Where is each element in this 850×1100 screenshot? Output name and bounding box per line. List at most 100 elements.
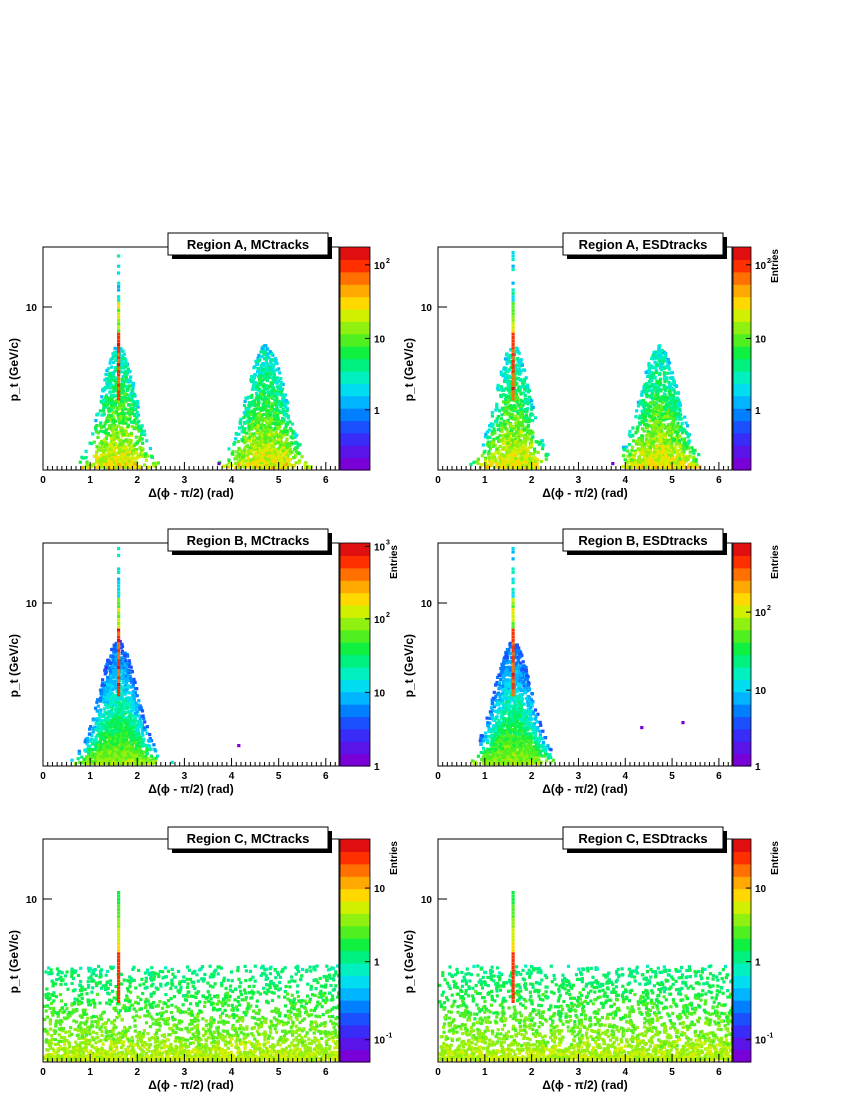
heatmap-cell <box>630 449 634 453</box>
heatmap-cell <box>665 431 669 435</box>
heatmap-cell <box>122 418 126 422</box>
heatmap-cell <box>513 438 517 442</box>
heatmap-cell <box>284 405 288 409</box>
heatmap-cell <box>668 431 672 435</box>
heatmap-cell <box>648 372 652 376</box>
heatmap-cell <box>107 463 111 467</box>
heatmap-cell <box>525 416 529 420</box>
heatmap-cell <box>117 383 121 387</box>
heatmap-cell <box>647 389 651 393</box>
heatmap-cell <box>264 412 268 416</box>
heatmap-cell <box>132 420 136 424</box>
heatmap-cell <box>261 448 265 452</box>
heatmap-cell <box>611 462 615 466</box>
heatmap-cell <box>284 424 288 428</box>
heatmap-cell <box>671 458 676 463</box>
heatmap-cell <box>687 463 691 467</box>
heatmap-cell <box>241 459 245 463</box>
heatmap-cell <box>121 375 125 379</box>
heatmap-cell <box>648 446 653 450</box>
heatmap-cell <box>280 459 284 463</box>
heatmap-cell <box>510 463 514 467</box>
heatmap-cell <box>521 424 525 428</box>
heatmap-cell <box>100 456 104 460</box>
heatmap-cell <box>121 463 125 468</box>
heatmap-cell <box>649 415 653 419</box>
heatmap-cell <box>105 381 109 385</box>
heatmap-cell <box>653 386 657 390</box>
heatmap-cell <box>500 456 504 461</box>
heatmap-cell <box>628 460 632 464</box>
heatmap-cell <box>677 407 682 411</box>
heatmap-cell <box>671 455 675 460</box>
heatmap-cell <box>92 462 96 466</box>
heatmap-cell <box>131 381 135 386</box>
heatmap-cell <box>513 404 517 408</box>
heatmap-cell <box>105 403 109 407</box>
heatmap-cell <box>262 374 266 378</box>
heatmap-cell <box>258 440 262 444</box>
heatmap-cell <box>642 460 646 464</box>
heatmap-cell <box>265 372 269 376</box>
heatmap-cell <box>510 466 514 470</box>
heatmap-cell <box>667 409 671 413</box>
title-box: Region A, MCtracks <box>167 232 332 259</box>
heatmap-cell <box>511 325 515 329</box>
heatmap-cell <box>119 364 123 368</box>
heatmap-cell <box>517 351 521 355</box>
heatmap-cell <box>537 442 541 446</box>
heatmap-cell <box>490 432 494 436</box>
heatmap-cell <box>504 387 508 391</box>
heatmap-cell <box>515 397 519 401</box>
heatmap-cell <box>267 422 272 426</box>
heatmap-cell <box>657 385 661 389</box>
heatmap-cell <box>674 458 678 462</box>
heatmap-cell <box>525 389 529 393</box>
heatmap-cell <box>261 458 265 462</box>
heatmap-cell <box>658 464 662 468</box>
heatmap-cell <box>78 460 82 464</box>
heatmap-cell <box>304 465 308 470</box>
heatmap-cell <box>242 457 246 461</box>
heatmap-cell <box>120 385 124 389</box>
heatmap-cell <box>95 424 99 428</box>
heatmap-cell <box>258 464 263 468</box>
heatmap-cell <box>132 400 137 405</box>
heatmap-cell <box>295 441 299 445</box>
heatmap-cell <box>671 437 675 441</box>
heatmap-cell <box>498 453 502 457</box>
heatmap-cell <box>264 465 268 469</box>
x-axis-label: Δ(ϕ - π/2) (rad) <box>148 486 233 500</box>
heatmap-cell <box>660 424 664 428</box>
color-bar-band <box>340 296 370 310</box>
heatmap-cell <box>277 367 281 371</box>
heatmap-cell <box>294 453 298 457</box>
heatmap-cell <box>116 702 120 706</box>
heatmap-cell <box>262 352 266 356</box>
heatmap-cell <box>100 441 104 445</box>
heatmap-cell <box>657 430 661 434</box>
heatmap-cell <box>644 419 648 423</box>
heatmap-cell <box>660 447 664 451</box>
heatmap-cell <box>253 373 257 377</box>
heatmap-cell <box>273 411 277 415</box>
heatmap-cell <box>518 368 522 373</box>
heatmap-cell <box>486 440 490 444</box>
heatmap-cell <box>520 410 524 414</box>
heatmap-cell <box>686 424 690 428</box>
heatmap-cell <box>508 384 513 388</box>
heatmap-cell <box>113 351 117 356</box>
heatmap-cell <box>231 450 235 454</box>
heatmap-cell <box>664 459 668 463</box>
heatmap-cell <box>514 346 518 350</box>
heatmap-cell <box>644 465 648 469</box>
heatmap-cell <box>128 416 132 420</box>
heatmap-cell <box>262 427 266 431</box>
heatmap-cell <box>260 434 265 438</box>
heatmap-cell <box>123 412 127 416</box>
heatmap-cell <box>492 455 497 459</box>
heatmap-cell <box>505 443 509 448</box>
heatmap-cell <box>245 396 249 400</box>
heatmap-cell <box>665 450 669 454</box>
heatmap-cell <box>117 342 121 346</box>
